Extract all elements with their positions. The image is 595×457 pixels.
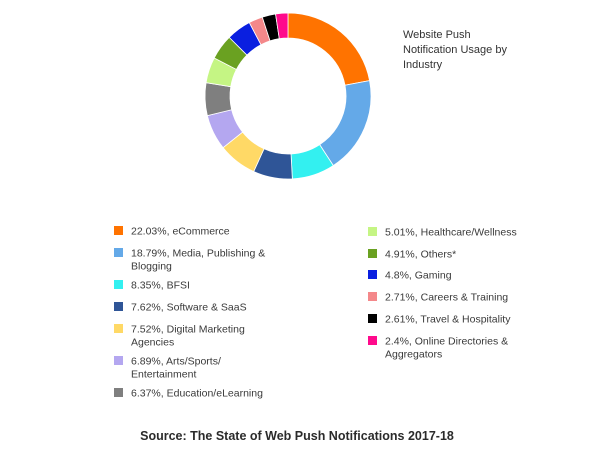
legend-item: 22.03%, eCommerce [114, 226, 230, 238]
legend-label: 2.61%, Travel & Hospitality [385, 314, 511, 326]
legend-label-line: 7.52%, Digital Marketing [131, 324, 245, 336]
legend-label: 4.8%, Gaming [385, 270, 452, 282]
legend-label-line: 2.4%, Online Directories & [385, 336, 508, 348]
legend-label-line: Entertainment [131, 369, 196, 381]
legend-label: 2.71%, Careers & Training [385, 292, 508, 304]
legend-label: 7.62%, Software & SaaS [131, 302, 247, 314]
legend-swatch [114, 324, 123, 333]
legend-label-line: 18.79%, Media, Publishing & [131, 248, 265, 260]
legend-swatch [368, 270, 377, 279]
legend-label-line: Aggregators [385, 349, 442, 361]
legend-label-line: 8.35%, BFSI [131, 280, 190, 292]
legend-label: 8.35%, BFSI [131, 280, 190, 292]
legend-label-line: 4.8%, Gaming [385, 270, 452, 282]
legend-label: 18.79%, Media, Publishing & Blogging [131, 248, 265, 273]
legend-item: 7.62%, Software & SaaS [114, 302, 247, 314]
slice-education-elearning [204, 82, 233, 117]
legend-item: 5.01%, Healthcare/Wellness [368, 227, 517, 239]
legend-label: 5.01%, Healthcare/Wellness [385, 227, 517, 239]
legend-label-line: 4.91%, Others* [385, 249, 456, 261]
legend-swatch [114, 388, 123, 397]
legend-label-line: Agencies [131, 337, 174, 349]
legend-item: 2.71%, Careers & Training [368, 292, 508, 304]
legend-swatch [368, 314, 377, 323]
legend-label: 6.37%, Education/eLearning [131, 388, 263, 400]
legend-label: 4.91%, Others* [385, 249, 456, 261]
legend-item: 6.89%, Arts/Sports/Entertainment [114, 356, 221, 381]
legend-label: 2.4%, Online Directories & Aggregators [385, 336, 508, 361]
chart-title-line: Website Push [403, 29, 471, 41]
legend-label-line: 5.01%, Healthcare/Wellness [385, 227, 517, 239]
legend-swatch [114, 356, 123, 365]
legend-swatch [114, 226, 123, 235]
legend-item: 4.91%, Others* [368, 249, 456, 261]
legend-label-line: 7.62%, Software & SaaS [131, 302, 247, 314]
legend-swatch [368, 227, 377, 236]
chart-title-line: Industry [403, 59, 443, 71]
legend-label-line: 6.37%, Education/eLearning [131, 388, 263, 400]
legend-item: 6.37%, Education/eLearning [114, 388, 263, 400]
legend-swatch [114, 280, 123, 289]
legend-item: 7.52%, Digital Marketing Agencies [114, 324, 245, 349]
legend: 22.03%, eCommerce 18.79%, Media, Publishi… [114, 226, 517, 400]
legend-item: 2.4%, Online Directories & Aggregators [368, 336, 508, 361]
legend-swatch [114, 248, 123, 257]
legend-label-line: 6.89%, Arts/Sports/ [131, 356, 221, 368]
legend-item: 18.79%, Media, Publishing & Blogging [114, 248, 265, 273]
legend-swatch [368, 292, 377, 301]
legend-item: 8.35%, BFSI [114, 280, 190, 292]
chart-source: Source: The State of Web Push Notificati… [140, 429, 454, 443]
slice-online-directories [275, 12, 289, 40]
donut-slices [204, 12, 372, 180]
legend-label-line: 22.03%, eCommerce [131, 226, 230, 238]
legend-label: 22.03%, eCommerce [131, 226, 230, 238]
legend-swatch [368, 249, 377, 258]
legend-label-line: Blogging [131, 261, 172, 273]
legend-swatch [368, 336, 377, 345]
legend-label: 6.89%, Arts/Sports/Entertainment [131, 356, 221, 381]
chart-title: Website Push Notification Usage by Industr… [403, 29, 507, 71]
legend-label-line: 2.71%, Careers & Training [385, 292, 508, 304]
legend-item: 4.8%, Gaming [368, 270, 452, 282]
legend-item: 2.61%, Travel & Hospitality [368, 314, 511, 326]
slice-media-publishing [319, 80, 372, 167]
legend-label: 7.52%, Digital Marketing Agencies [131, 324, 245, 349]
legend-label-line: 2.61%, Travel & Hospitality [385, 314, 511, 326]
legend-swatch [114, 302, 123, 311]
chart-title-line: Notification Usage by [403, 44, 507, 56]
slice-ecommerce [287, 12, 371, 86]
